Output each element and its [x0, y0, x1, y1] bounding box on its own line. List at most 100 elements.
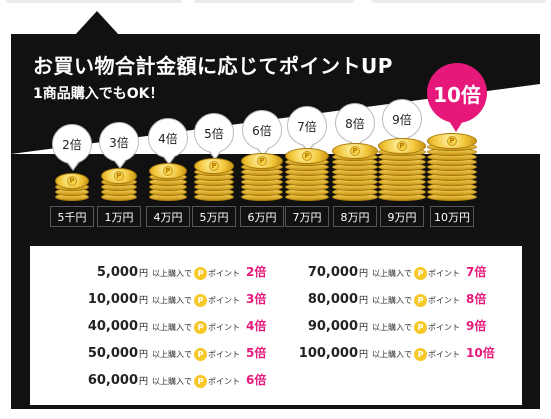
coin-icon: P	[332, 143, 378, 159]
coin-icon: P	[241, 153, 283, 169]
multiplier-bubble: 3倍	[99, 122, 139, 169]
rate-multiplier: 2倍	[246, 265, 267, 279]
coin-stack: P	[285, 148, 329, 202]
rate-row: 90,000 円以上購入で P ポイント 9倍	[262, 317, 487, 337]
coin-icon: P	[285, 148, 329, 164]
top-strip	[0, 0, 551, 16]
rate-row: 10,000 円以上購入で P ポイント 3倍	[58, 290, 267, 310]
p-coin-mark: P	[114, 171, 124, 181]
rate-amount: 5,000	[96, 265, 138, 280]
max-multiplier-badge: 10倍	[427, 63, 487, 132]
rate-point-label: ポイント	[208, 377, 241, 386]
tab-indicator	[372, 0, 546, 3]
rate-unit: 円	[359, 296, 369, 306]
p-coin-mark: P	[447, 136, 457, 146]
coin-icon: P	[378, 138, 426, 154]
point-badge-icon: P	[414, 266, 428, 280]
multiplier-bubble: 2倍	[52, 124, 92, 171]
coin-icon: P	[427, 133, 477, 149]
rate-amount: 90,000	[307, 319, 358, 334]
rate-multiplier: 5倍	[246, 346, 267, 360]
amount-label: 1万円	[97, 206, 141, 227]
amount-label: 10万円	[430, 206, 474, 227]
multiplier-bubble: 5倍	[194, 113, 234, 160]
point-badge-icon: P	[194, 293, 208, 307]
rate-multiplier: 4倍	[246, 319, 267, 333]
amount-label: 8万円	[333, 206, 377, 227]
rate-point-label: ポイント	[428, 323, 461, 332]
promo-subheading: 1商品購入でもOK！	[33, 86, 164, 102]
amount-label: 5万円	[192, 206, 236, 227]
rate-point-label: ポイント	[208, 269, 241, 278]
rate-multiplier: 9倍	[466, 319, 487, 333]
rate-condition: 以上購入で	[152, 377, 193, 386]
rate-row: 40,000 円以上購入で P ポイント 4倍	[58, 317, 267, 337]
amount-label: 5千円	[50, 206, 94, 227]
rate-condition: 以上購入で	[372, 269, 413, 278]
p-coin-mark: P	[163, 166, 173, 176]
coin-stack: P	[241, 153, 283, 202]
rate-amount: 80,000	[307, 292, 358, 307]
coin-icon: P	[149, 163, 187, 179]
rate-point-label: ポイント	[428, 296, 461, 305]
point-badge-icon: P	[194, 347, 208, 361]
rate-condition: 以上購入で	[372, 296, 413, 305]
rate-amount: 70,000	[307, 265, 358, 280]
rate-condition: 以上購入で	[372, 350, 413, 359]
p-coin-mark: P	[257, 156, 267, 166]
rate-amount: 100,000	[298, 346, 358, 361]
rate-multiplier: 3倍	[246, 292, 267, 306]
rate-unit: 円	[359, 323, 369, 333]
coin-stack: P	[149, 163, 187, 202]
rate-condition: 以上購入で	[152, 323, 193, 332]
coin-icon: P	[101, 168, 137, 184]
rate-amount: 50,000	[87, 346, 138, 361]
rate-condition: 以上購入で	[152, 296, 193, 305]
rate-unit: 円	[139, 377, 149, 387]
rates-box	[30, 246, 522, 405]
rate-unit: 円	[359, 269, 369, 279]
rate-multiplier: 8倍	[466, 292, 487, 306]
multiplier-bubble: 4倍	[148, 118, 188, 165]
rate-unit: 円	[139, 323, 149, 333]
rate-row: 100,000 円以上購入で P ポイント 10倍	[262, 344, 495, 364]
rate-condition: 以上購入で	[152, 350, 193, 359]
rate-point-label: ポイント	[428, 350, 461, 359]
coin-icon: P	[194, 158, 234, 174]
p-coin-mark: P	[209, 161, 219, 171]
promo-heading: お買い物合計金額に応じてポイントUP	[33, 54, 393, 78]
rate-point-label: ポイント	[208, 323, 241, 332]
point-badge-icon: P	[414, 320, 428, 334]
multiplier-bubble: 8倍	[335, 103, 375, 150]
coin-stack: P	[332, 143, 378, 202]
coin-stack: P	[194, 158, 234, 202]
rate-unit: 円	[139, 296, 149, 306]
p-coin-mark: P	[397, 141, 407, 151]
p-coin-mark: P	[350, 146, 360, 156]
rate-multiplier: 10倍	[466, 346, 495, 360]
rate-condition: 以上購入で	[372, 323, 413, 332]
point-badge-icon: P	[414, 293, 428, 307]
coin-icon: P	[55, 173, 89, 189]
rate-unit: 円	[359, 350, 369, 360]
rate-point-label: ポイント	[208, 296, 241, 305]
rate-point-label: ポイント	[428, 269, 461, 278]
rate-row: 70,000 円以上購入で P ポイント 7倍	[262, 263, 487, 283]
point-badge-icon: P	[194, 374, 208, 388]
multiplier-bubble: 9倍	[382, 99, 422, 146]
coin-stack: P	[55, 173, 89, 202]
coin-stack: P	[101, 168, 137, 202]
tab-indicator	[6, 0, 182, 3]
amount-label: 6万円	[240, 206, 284, 227]
rate-unit: 円	[139, 350, 149, 360]
amount-label: 9万円	[380, 206, 424, 227]
rate-condition: 以上購入で	[152, 269, 193, 278]
rate-amount: 10,000	[87, 292, 138, 307]
amount-label: 7万円	[285, 206, 329, 227]
multiplier-bubble: 6倍	[242, 110, 282, 157]
rate-point-label: ポイント	[208, 350, 241, 359]
point-badge-icon: P	[194, 266, 208, 280]
rate-row: 5,000 円以上購入で P ポイント 2倍	[58, 263, 267, 283]
multiplier-bubble: 7倍	[287, 106, 327, 153]
tab-pointer	[75, 11, 119, 35]
